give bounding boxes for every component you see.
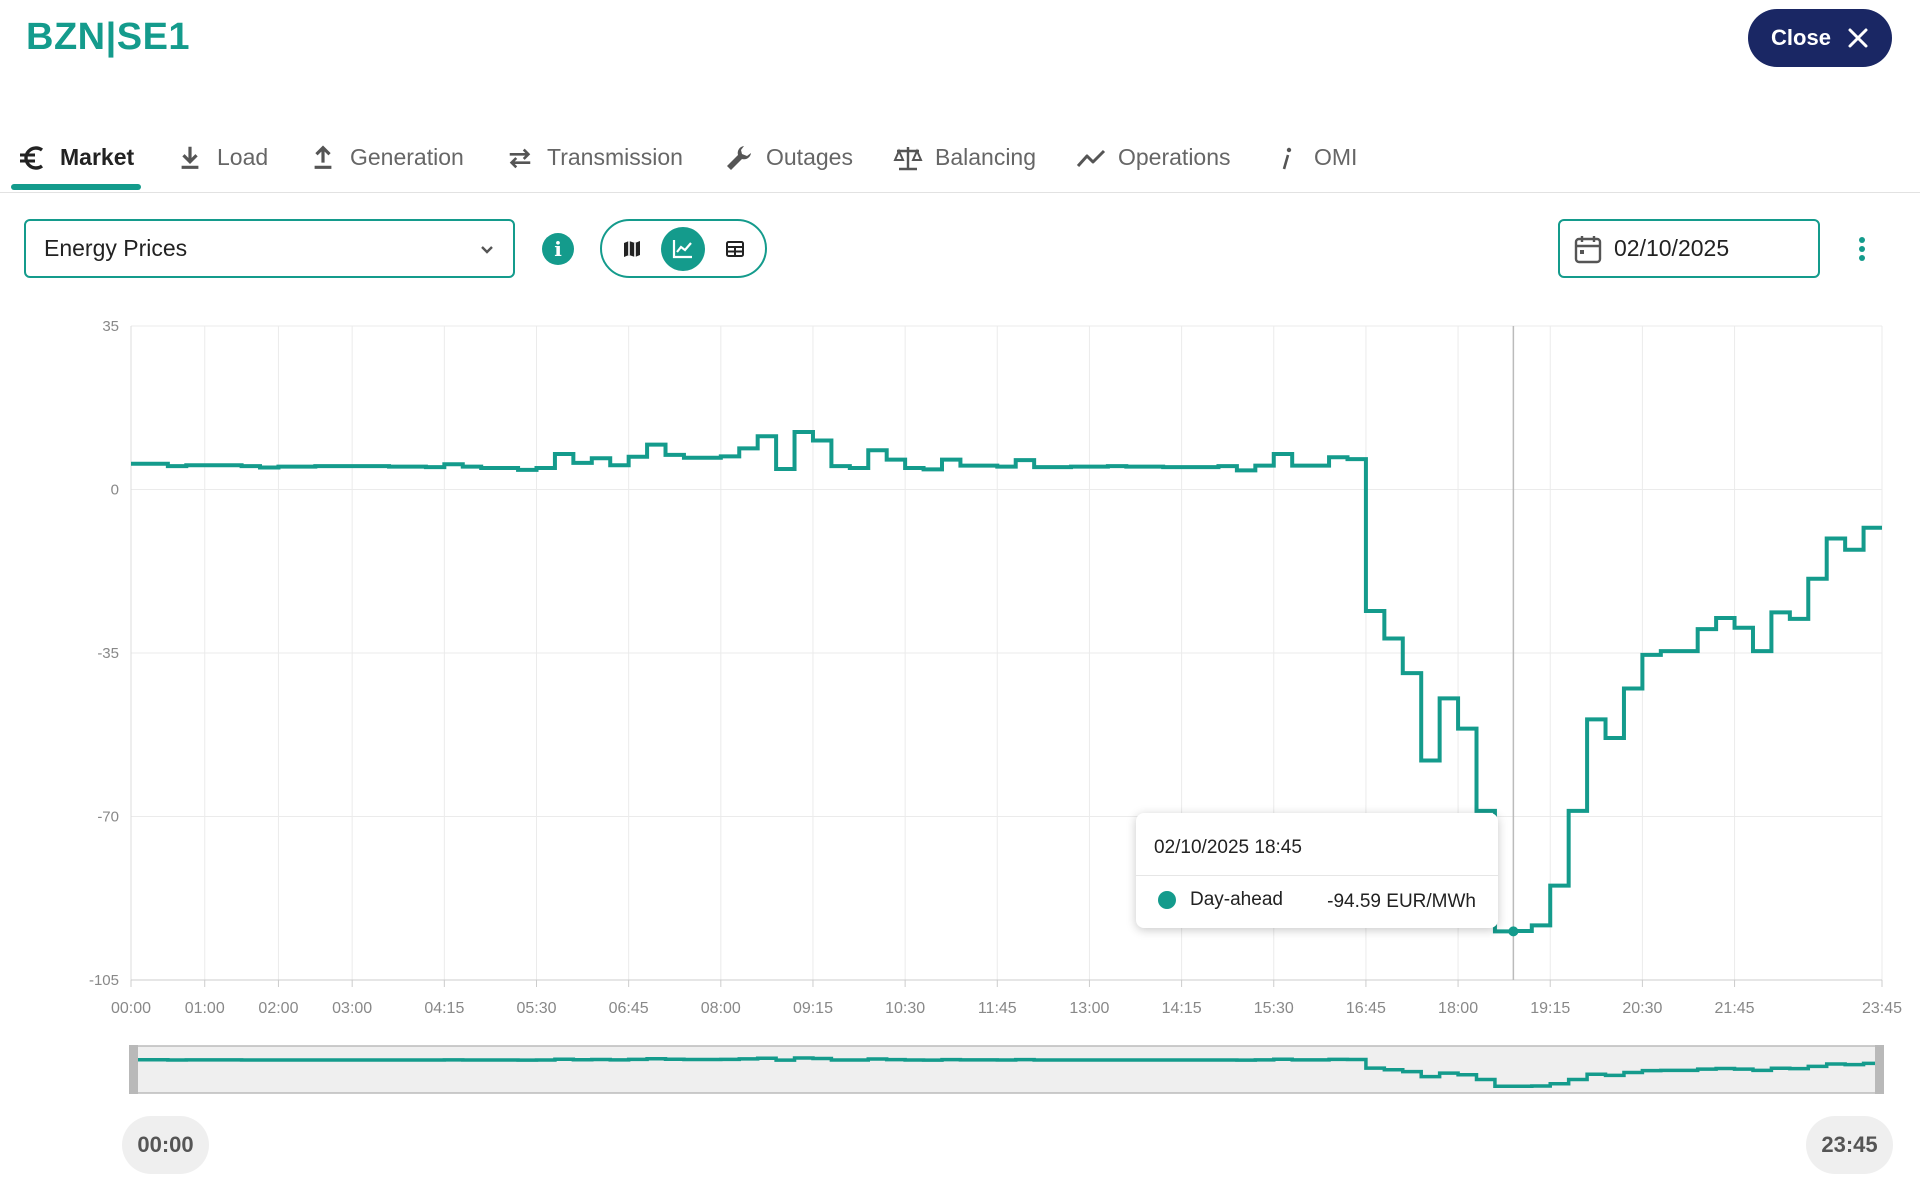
- navigator-series-line: [131, 1056, 1882, 1089]
- tab-label: Transmission: [547, 144, 683, 170]
- range-handle-left: [129, 1045, 138, 1094]
- tab-label: Operations: [1118, 144, 1231, 170]
- x-tick-label: 19:15: [1530, 1000, 1570, 1017]
- table-view-button[interactable]: [713, 227, 757, 271]
- chart-view-button[interactable]: [661, 227, 705, 271]
- tooltip-series-name: Day-ahead: [1190, 889, 1283, 910]
- series-day-ahead-line: [131, 430, 1882, 934]
- wrench-icon: [724, 143, 754, 173]
- scale-icon: [893, 143, 923, 173]
- range-handle-right: [1875, 1045, 1884, 1094]
- x-tick-label: 05:30: [516, 1000, 556, 1017]
- x-tick-label: 18:00: [1438, 1000, 1478, 1017]
- price-chart: 35 0 -35 -70 -105 00:00 01:00 02:00 03:00 04:15 05…: [89, 318, 1902, 1094]
- more-options-icon[interactable]: [1850, 232, 1874, 266]
- y-tick-label: -105: [89, 972, 119, 989]
- tab-label: Outages: [766, 144, 853, 170]
- table-icon: [726, 241, 744, 257]
- tooltip-value: -94.59 EUR/MWh: [1327, 891, 1476, 912]
- tab-label: Balancing: [935, 144, 1037, 170]
- tab-market[interactable]: Market: [18, 122, 134, 193]
- x-tick-label: 13:00: [1069, 1000, 1109, 1017]
- tab-outages[interactable]: Outages: [724, 122, 853, 193]
- x-tick-label: 04:15: [424, 1000, 464, 1017]
- y-tick-label: 0: [111, 482, 119, 499]
- x-tick-label: 10:30: [885, 1000, 925, 1017]
- tab-transmission[interactable]: Transmission: [505, 122, 683, 193]
- x-tick-label: 09:15: [793, 1000, 833, 1017]
- tab-operations[interactable]: Operations: [1076, 122, 1231, 193]
- highlighted-point: [1508, 926, 1519, 937]
- info-icon[interactable]: i: [542, 233, 574, 265]
- y-tick-label: -70: [97, 809, 119, 826]
- x-tick-label: 06:45: [609, 1000, 649, 1017]
- y-tick-label: 35: [102, 318, 119, 335]
- trend-line-icon: [1076, 143, 1106, 173]
- chart-tooltip: 02/10/2025 18:45 Day-ahead -94.59 EUR/MW…: [1136, 813, 1498, 928]
- tooltip-divider: [1136, 875, 1498, 876]
- tab-bar: Market Load Generation Transmission Outa…: [0, 122, 1920, 193]
- range-navigator: [130, 1045, 1883, 1094]
- x-tick-label: 02:00: [258, 1000, 298, 1017]
- x-tick-label: 21:45: [1715, 1000, 1755, 1017]
- y-tick-label: -35: [97, 645, 119, 662]
- active-tab-indicator: [11, 184, 141, 190]
- x-tick-label: 23:45: [1862, 1000, 1902, 1017]
- dataset-select[interactable]: Energy Prices: [24, 219, 515, 278]
- x-tick-label: 14:15: [1162, 1000, 1202, 1017]
- map-icon: [624, 241, 640, 257]
- map-view-button[interactable]: [610, 227, 654, 271]
- x-tick-label: 15:30: [1254, 1000, 1294, 1017]
- close-button[interactable]: Close: [1748, 9, 1892, 67]
- tab-label: Market: [60, 144, 135, 170]
- tab-omi[interactable]: OMI: [1272, 122, 1357, 193]
- x-tick-label: 08:00: [701, 1000, 741, 1017]
- upload-icon: [308, 143, 338, 173]
- chevron-down-icon: [481, 246, 493, 254]
- date-value: 02/10/2025: [1614, 235, 1730, 261]
- series-color-dot: [1158, 891, 1176, 909]
- tab-label: OMI: [1314, 144, 1358, 170]
- x-tick-label: 03:00: [332, 1000, 372, 1017]
- euro-icon: [18, 143, 48, 173]
- calendar-icon: [1574, 235, 1602, 263]
- x-tick-label: 11:45: [978, 1000, 1017, 1017]
- tab-balancing[interactable]: Balancing: [893, 122, 1036, 193]
- tab-generation[interactable]: Generation: [308, 122, 464, 193]
- close-label: Close: [1771, 25, 1831, 50]
- line-chart-icon: [672, 240, 692, 259]
- tab-load[interactable]: Load: [175, 122, 268, 193]
- info-italic-icon: [1272, 143, 1302, 173]
- close-icon: [1848, 28, 1868, 48]
- view-mode-toggle: [600, 219, 767, 278]
- date-picker[interactable]: 02/10/2025: [1558, 219, 1820, 278]
- x-tick-label: 01:00: [185, 1000, 225, 1017]
- dataset-value: Energy Prices: [44, 235, 188, 261]
- tab-label: Generation: [350, 144, 464, 170]
- range-start-label[interactable]: 00:00: [122, 1116, 209, 1174]
- arrows-exchange-icon: [505, 143, 535, 173]
- tab-label: Load: [217, 144, 269, 170]
- tooltip-time: 02/10/2025 18:45: [1154, 837, 1302, 858]
- range-end-label[interactable]: 23:45: [1806, 1116, 1893, 1174]
- x-tick-label: 00:00: [111, 1000, 151, 1017]
- download-icon: [175, 143, 205, 173]
- x-tick-label: 20:30: [1622, 1000, 1662, 1017]
- page-title: BZN|SE1: [26, 16, 191, 58]
- x-tick-label: 16:45: [1346, 1000, 1386, 1017]
